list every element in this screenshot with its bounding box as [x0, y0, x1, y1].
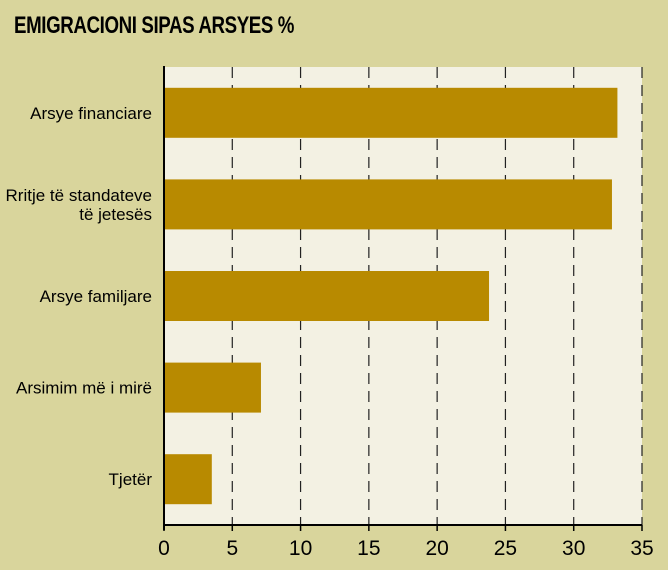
x-tick-label-35: 35 [630, 537, 653, 560]
bar-3 [164, 362, 261, 413]
category-label-line: Tjetër [109, 470, 153, 489]
category-label-0: Arsye financiare [30, 104, 152, 123]
bar-2 [164, 271, 490, 321]
x-tick-label-30: 30 [562, 537, 585, 560]
category-label-line: Rritje të standateve [6, 186, 152, 205]
x-tick-label-20: 20 [425, 537, 448, 560]
x-tick-label-10: 10 [289, 537, 312, 560]
x-tick-label-5: 5 [226, 537, 238, 560]
x-tick-label-25: 25 [494, 537, 517, 560]
x-tick-label-15: 15 [357, 537, 380, 560]
category-label-2: Arsye familjare [40, 287, 152, 306]
bar-1 [164, 179, 612, 230]
category-label-1: Rritje të standateve të jetesës [6, 186, 152, 224]
bar-0 [164, 87, 618, 138]
x-tick-label-0: 0 [158, 537, 170, 560]
category-label-line: Arsye financiare [30, 104, 152, 123]
category-label-line: Arsimim më i mirë [16, 379, 152, 398]
category-label-line: Arsye familjare [40, 287, 152, 306]
chart-title: EMIGRACIONI SIPAS ARSYES % [14, 12, 295, 39]
category-label-3: Arsimim më i mirë [16, 379, 152, 398]
category-label-4: Tjetër [109, 470, 153, 489]
category-label-line: të jetesës [79, 205, 152, 224]
bar-4 [164, 454, 212, 505]
